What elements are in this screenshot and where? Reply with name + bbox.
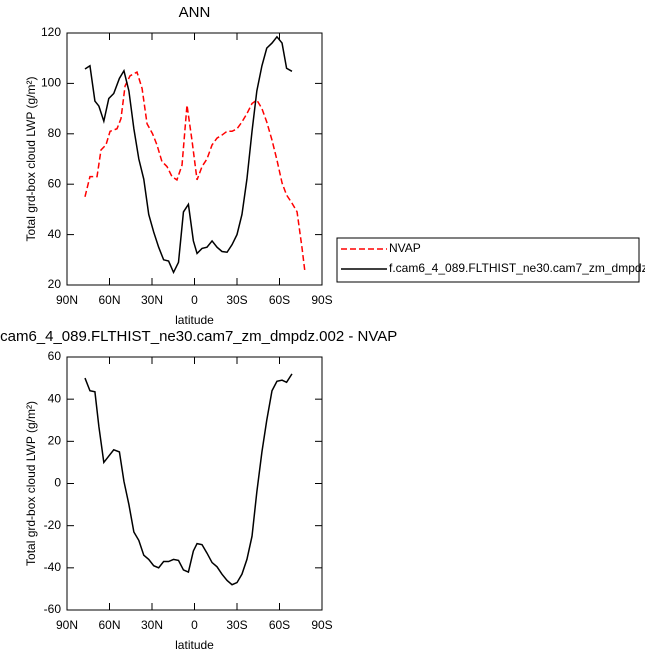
legend-box bbox=[336, 237, 640, 283]
y-tick-label: 80 bbox=[48, 126, 62, 140]
y-axis-label: Total grd-box cloud LWP (g/m²) bbox=[24, 401, 38, 566]
x-tick-label: 60S bbox=[269, 293, 290, 307]
series-line bbox=[84, 35, 293, 275]
x-tick-label: 60N bbox=[98, 293, 120, 307]
legend-label: NVAP bbox=[389, 241, 421, 255]
y-tick-label: 60 bbox=[48, 349, 62, 363]
x-tick-label: 30N bbox=[141, 618, 163, 632]
x-axis-label: latitude bbox=[175, 313, 214, 327]
x-tick-label: 30S bbox=[226, 618, 247, 632]
y-tick-label: -40 bbox=[44, 560, 62, 574]
x-tick-label: 90N bbox=[56, 293, 78, 307]
y-tick-label: -20 bbox=[44, 518, 62, 532]
y-tick-label: 0 bbox=[54, 476, 61, 490]
y-tick-label: 20 bbox=[48, 434, 62, 448]
chart-title: ANN bbox=[179, 4, 211, 21]
y-tick-label: 60 bbox=[48, 176, 62, 190]
legend-label: f.cam6_4_089.FLTHIST_ne30.cam7_zm_dmpdz.… bbox=[389, 261, 645, 275]
x-tick-label: 90S bbox=[311, 618, 332, 632]
y-tick-label: 20 bbox=[48, 277, 62, 291]
x-axis-label: latitude bbox=[175, 638, 214, 652]
x-tick-label: 60S bbox=[269, 618, 290, 632]
y-tick-label: 40 bbox=[48, 391, 62, 405]
plot-frame bbox=[66, 32, 323, 286]
x-tick-label: 90N bbox=[56, 618, 78, 632]
x-tick-label: 30N bbox=[141, 293, 163, 307]
y-axis-label: Total grd-box cloud LWP (g/m²) bbox=[24, 77, 38, 242]
y-tick-label: 40 bbox=[48, 227, 62, 241]
x-tick-label: 0 bbox=[191, 618, 198, 632]
x-tick-label: 90S bbox=[311, 293, 332, 307]
plot-frame bbox=[66, 356, 323, 611]
series-line bbox=[84, 70, 306, 273]
x-tick-label: 60N bbox=[98, 618, 120, 632]
y-tick-label: 120 bbox=[41, 25, 61, 39]
x-tick-label: 30S bbox=[226, 293, 247, 307]
series-line bbox=[84, 373, 293, 586]
chart-title: f.cam6_4_089.FLTHIST_ne30.cam7_zm_dmpdz.… bbox=[0, 328, 397, 345]
x-tick-label: 0 bbox=[191, 293, 198, 307]
y-tick-label: 100 bbox=[41, 76, 61, 90]
y-tick-label: -60 bbox=[44, 602, 62, 616]
